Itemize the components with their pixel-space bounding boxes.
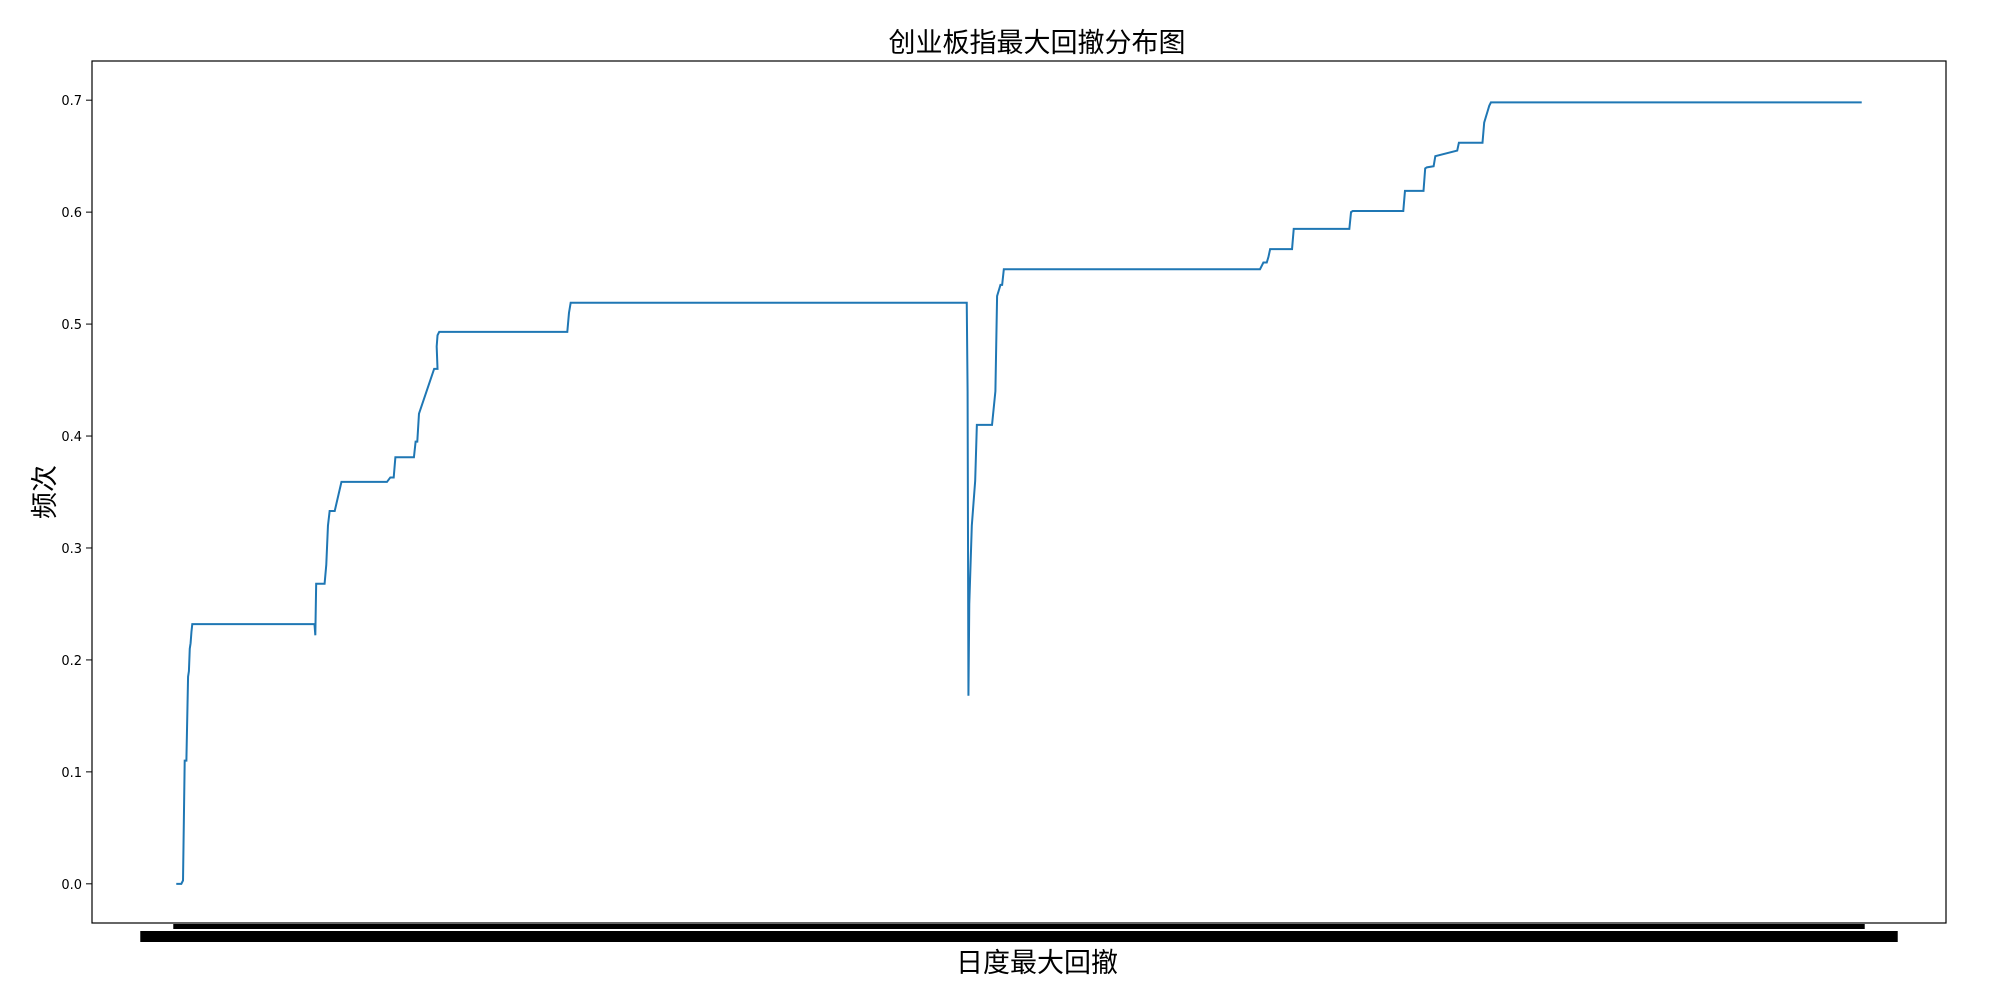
- y-tick-label: 0.3: [61, 542, 82, 557]
- y-tick-label: 0.1: [61, 766, 82, 781]
- y-tick-label: 0.6: [61, 206, 82, 221]
- x-axis-label: 日度最大回撤: [956, 948, 1118, 979]
- series-line: [176, 101, 1862, 885]
- y-tick-label: 0.5: [61, 318, 82, 333]
- y-tick-label: 0.7: [61, 94, 82, 109]
- y-tick-label: 0.2: [61, 654, 82, 669]
- x-axis: [140, 924, 1898, 942]
- chart-title: 创业板指最大回撤分布图: [889, 28, 1186, 59]
- x-ticks-band: [173, 924, 1865, 929]
- plot-area: [91, 60, 1947, 924]
- y-tick-label: 0.0: [61, 878, 82, 893]
- x-tick-labels-overlapped: [140, 931, 1898, 942]
- y-axis-label: 频次: [30, 465, 61, 519]
- y-tick-label: 0.4: [61, 430, 82, 445]
- y-axis: 0.0 0.1 0.2 0.3 0.4 0.5 0.6 0.7: [61, 94, 92, 893]
